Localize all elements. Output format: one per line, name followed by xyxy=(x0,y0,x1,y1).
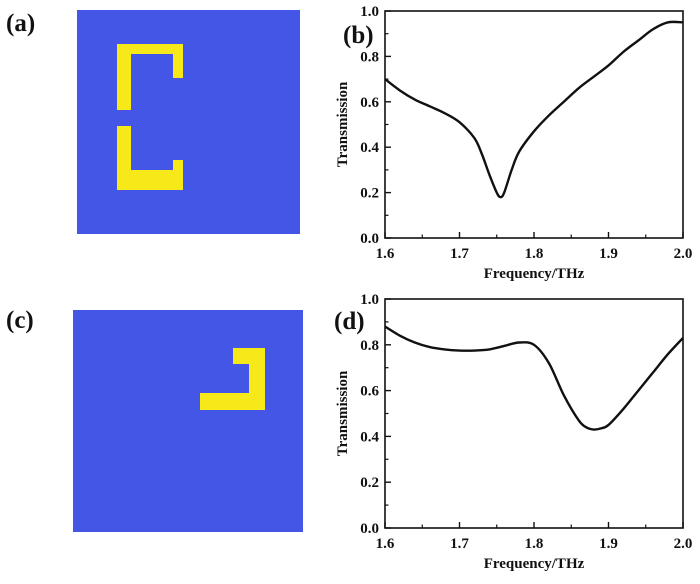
y-tick-label: 1.0 xyxy=(360,292,379,308)
y-tick-label: 0.2 xyxy=(360,186,379,202)
unit-cell-a xyxy=(77,10,300,234)
resonator-bottom xyxy=(117,126,183,190)
x-tick-label: 2.0 xyxy=(674,536,693,552)
x-tick-label: 1.7 xyxy=(450,246,469,262)
x-tick-label: 1.7 xyxy=(450,536,469,552)
chart-d: 1.6 1.7 1.8 1.9 2.0 0.0 0.2 0.4 0.6 0.8 1.0 Frequen… xyxy=(335,292,693,572)
x-tick-label: 1.6 xyxy=(376,536,395,552)
y-axis-label: Transmission xyxy=(335,81,351,167)
y-tick-label: 1.0 xyxy=(360,4,379,20)
y-tick-label: 0.6 xyxy=(360,384,379,400)
transmission-curve xyxy=(384,325,684,431)
y-tick-label: 0.6 xyxy=(360,95,379,111)
panel-label-a: (a) xyxy=(6,10,36,37)
y-tick-label: 0.0 xyxy=(360,521,379,537)
x-axis-label: Frequency/THz xyxy=(484,266,585,282)
unit-cell-c xyxy=(73,310,303,532)
x-tick-label: 1.9 xyxy=(599,246,618,262)
x-tick-label: 1.6 xyxy=(376,246,395,262)
x-tick-label: 1.8 xyxy=(525,246,544,262)
substrate-a xyxy=(77,10,300,234)
y-tick-label: 0.0 xyxy=(360,231,379,247)
y-axis-label: Transmission xyxy=(335,370,351,456)
substrate-c xyxy=(73,310,303,532)
y-tick-label: 0.4 xyxy=(360,429,379,445)
plot-frame xyxy=(384,298,684,529)
transmission-curve xyxy=(384,20,684,199)
x-axis-label: Frequency/THz xyxy=(484,556,585,572)
x-tick-label: 2.0 xyxy=(674,246,693,262)
plot-frame xyxy=(384,10,684,239)
y-tick-label: 0.4 xyxy=(360,140,379,156)
panel-label-d: (d) xyxy=(334,308,365,335)
x-tick-label: 1.8 xyxy=(525,536,544,552)
y-tick-label: 0.8 xyxy=(360,49,379,65)
y-tick-label: 0.2 xyxy=(360,475,379,491)
panel-label-c: (c) xyxy=(6,307,34,334)
panel-label-b: (b) xyxy=(343,22,374,49)
resonator-single xyxy=(200,348,265,410)
y-tick-label: 0.8 xyxy=(360,338,379,354)
x-tick-label: 1.9 xyxy=(599,536,618,552)
chart-b: 1.6 1.7 1.8 1.9 2.0 0.0 0.2 0.4 0.6 0.8 1.0 Frequen… xyxy=(335,4,693,282)
resonator-top xyxy=(117,44,183,110)
